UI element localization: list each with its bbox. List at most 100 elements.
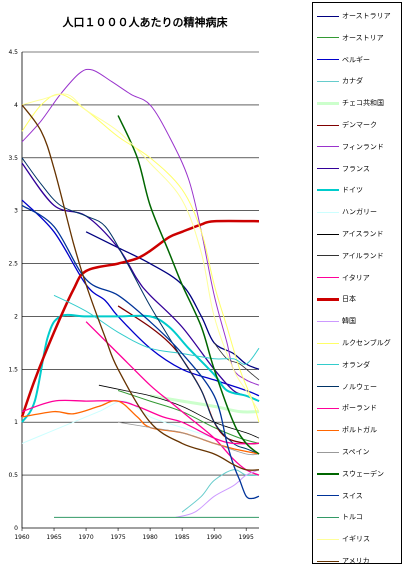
x-tick-label: 1960 (14, 534, 29, 541)
y-tick-label: 4.5 (8, 49, 18, 56)
legend-item: スペイン (317, 445, 403, 459)
y-tick-label: 0 (14, 525, 18, 532)
legend-item: イギリス (317, 532, 403, 546)
legend-swatch (317, 233, 339, 235)
x-tick-label: 1970 (78, 534, 93, 541)
legend-label: オランダ (342, 360, 370, 369)
legend-item: ドイツ (317, 183, 403, 197)
legend-swatch (317, 124, 339, 126)
legend-label: アイルランド (342, 251, 384, 260)
x-tick-label: 1985 (174, 534, 189, 541)
legend-swatch (317, 297, 339, 301)
y-tick-label: 3.5 (8, 155, 18, 162)
x-tick-label: 1965 (46, 534, 61, 541)
x-tick-label: 1995 (239, 534, 254, 541)
legend-swatch (317, 101, 339, 105)
legend-label: スウェーデン (342, 469, 384, 478)
series-line-0 (85, 231, 260, 370)
legend-item: オランダ (317, 358, 403, 372)
legend-item: スイス (317, 489, 403, 503)
legend-item: デンマーク (317, 118, 403, 132)
legend-item: スウェーデン (317, 467, 403, 481)
legend-item: ベルギー (317, 53, 403, 67)
legend-label: ドイツ (342, 186, 363, 195)
legend-label: ベルギー (342, 55, 370, 64)
legend-label: ルクセンブルグ (342, 339, 391, 347)
series-line-6 (21, 68, 260, 386)
legend: オーストラリア オーストリア ベルギーカナダチェコ共和国 デンマークフィンランドフラン… (312, 2, 403, 565)
legend-swatch (317, 342, 339, 344)
series-line-24 (21, 93, 260, 412)
legend-item: アイスランド (317, 227, 403, 241)
legend-item: フィンランド (317, 140, 403, 154)
legend-label: フィンランド (342, 142, 384, 151)
legend-swatch (317, 320, 339, 322)
legend-label: デンマーク (342, 121, 377, 129)
legend-label: チェコ共和国 (342, 99, 384, 108)
axes: 0 0.5 1 1.5 2 2.5 3 3.5 4 4.5 1960 1965 1970 1975 1980… (8, 49, 259, 541)
legend-label: ポルトガル (342, 426, 377, 435)
legend-label: オーストラリア (342, 12, 391, 20)
legend-swatch (317, 146, 339, 148)
legend-label: オーストリア (342, 33, 384, 42)
legend-label: スイス (342, 491, 363, 500)
legend-swatch (317, 277, 339, 279)
series-line-14 (175, 469, 260, 518)
series-line-18 (21, 399, 260, 445)
legend-item: 日本 (317, 292, 403, 306)
x-tick-label: 1990 (207, 534, 222, 541)
legend-swatch (317, 386, 339, 388)
legend-item: 韓国 (317, 314, 403, 328)
legend-item: オーストリア (317, 31, 403, 45)
series-line-12 (85, 321, 260, 476)
legend-label: 韓国 (342, 317, 356, 326)
legend-label: ハンガリー (342, 208, 377, 217)
y-tick-label: 3 (14, 208, 18, 215)
series-line-4 (149, 394, 260, 414)
series-line-25 (21, 104, 260, 471)
legend-swatch (317, 168, 339, 170)
x-tick-label: 1975 (110, 534, 125, 541)
legend-swatch (317, 59, 339, 61)
legend-item: ルクセンブルグ (317, 336, 403, 350)
legend-label: アメリカ (342, 557, 370, 565)
legend-item: フランス (317, 162, 403, 176)
legend-swatch (317, 472, 339, 475)
series-line-3 (181, 469, 260, 513)
plot-area (22, 52, 259, 528)
legend-item: カナダ (317, 74, 403, 88)
series-lines (20, 68, 260, 518)
legend-label: トルコ (342, 513, 363, 522)
series-line-20 (118, 421, 260, 456)
legend-swatch (317, 80, 339, 82)
legend-item: ポーランド (317, 401, 403, 415)
legend-swatch (317, 451, 339, 453)
legend-swatch (317, 407, 339, 409)
legend-swatch (317, 255, 339, 257)
y-tick-label: 4 (14, 102, 18, 109)
series-line-2 (21, 199, 260, 397)
series-line-22 (21, 204, 260, 500)
legend-swatch (317, 211, 339, 213)
y-tick-label: 2.5 (8, 261, 18, 268)
legend-label: イタリア (342, 273, 370, 282)
legend-label: アイスランド (342, 230, 384, 238)
legend-label: ノルウェー (342, 382, 377, 391)
legend-item: アメリカ (317, 554, 403, 568)
chart-title: 人口１０００人あたりの精神病床 (62, 16, 228, 29)
legend-swatch (317, 538, 339, 540)
series-line-10 (98, 384, 260, 439)
legend-swatch (317, 429, 339, 431)
legend-label: 日本 (342, 295, 356, 304)
legend-swatch (317, 560, 339, 562)
legend-item: ポルトガル (317, 423, 403, 437)
y-tick-label: 1 (14, 419, 18, 426)
legend-swatch (317, 516, 339, 518)
legend-item: ハンガリー (317, 205, 403, 219)
legend-label: イギリス (342, 535, 370, 544)
legend-item: トルコ (317, 510, 403, 524)
y-tick-label: 2 (14, 313, 18, 320)
legend-item: ノルウェー (317, 380, 403, 394)
legend-label: ポーランド (342, 404, 377, 413)
